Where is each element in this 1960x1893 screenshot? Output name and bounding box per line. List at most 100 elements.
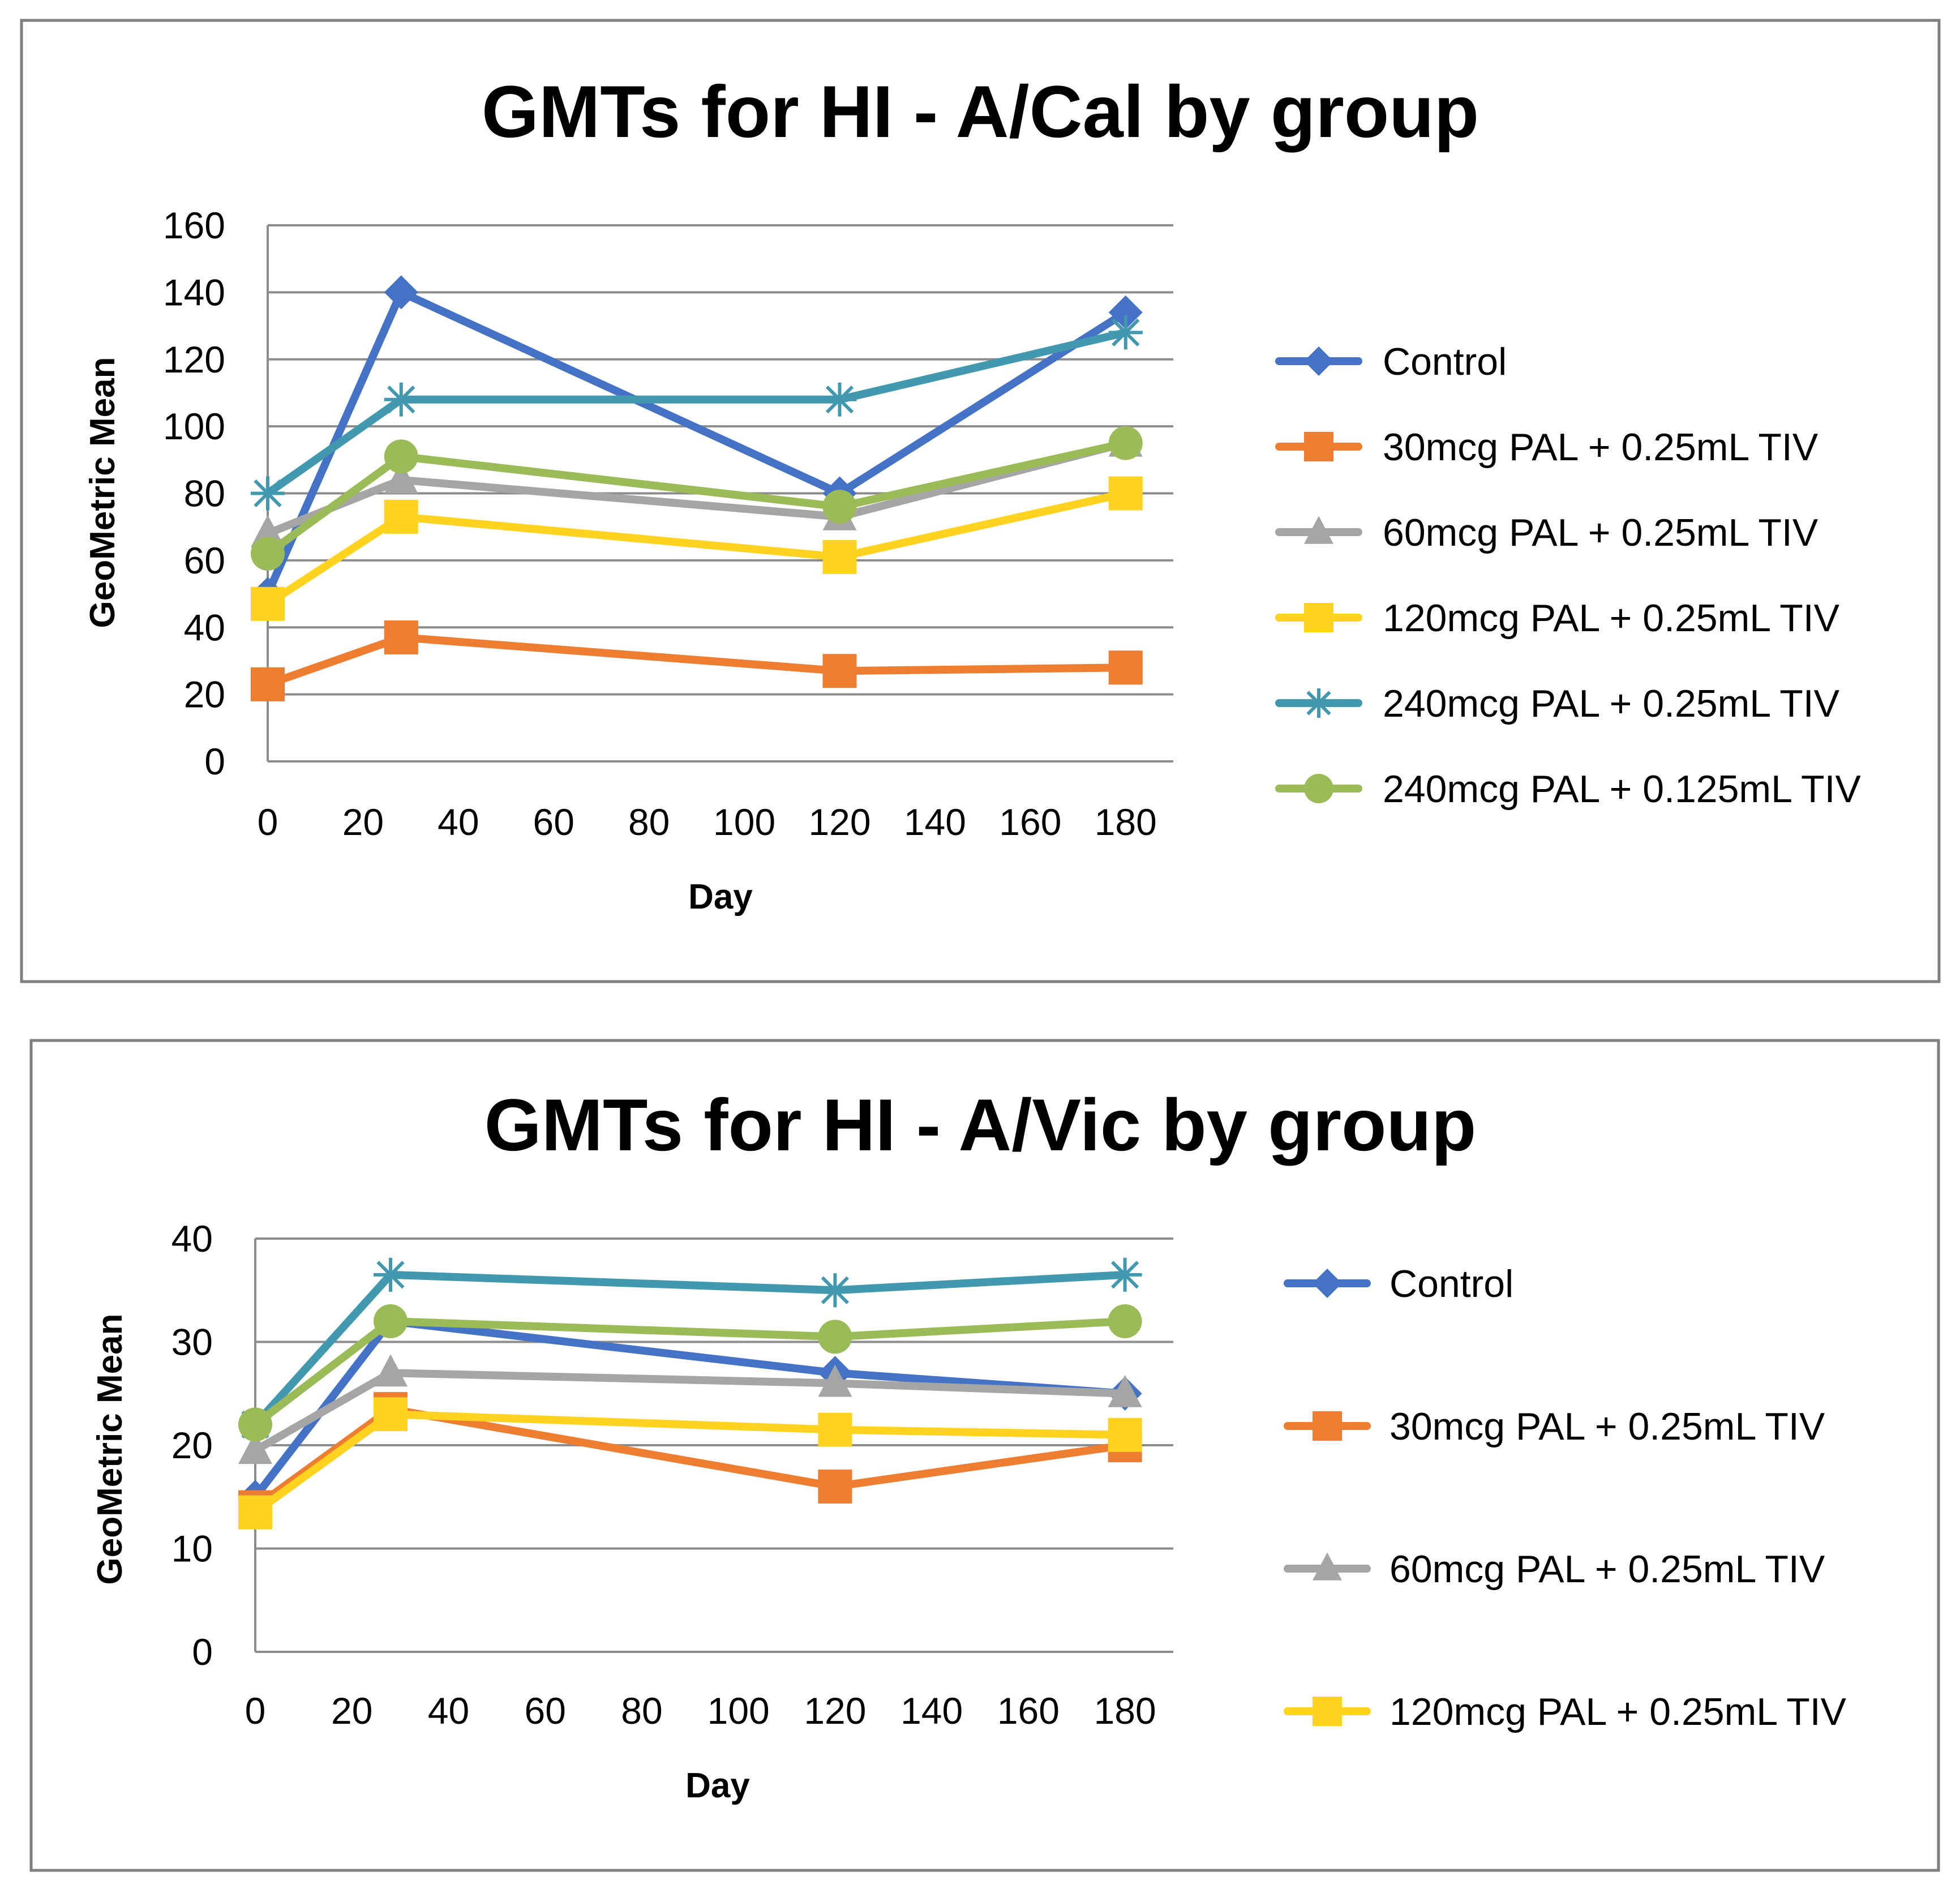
chart-2-frame <box>29 1039 1940 1872</box>
data-point <box>1108 315 1143 350</box>
series-line-6 <box>264 439 1130 558</box>
y-tick-label: 40 <box>171 1218 213 1260</box>
chart-title: GMTs for HI - A/Cal by group <box>482 70 1479 153</box>
x-tick-label: 100 <box>707 1690 770 1732</box>
data-point <box>251 586 285 621</box>
x-tick-label: 120 <box>808 801 870 843</box>
legend-label: 120mcg PAL + 0.25mL TIV <box>1383 597 1840 640</box>
x-tick-label: 160 <box>997 1690 1060 1732</box>
x-tick-label: 60 <box>524 1690 565 1732</box>
legend-label: Control <box>1389 1262 1513 1305</box>
chart-1: GMTs for HI - A/Cal by group 0 20 40 60 80 100… <box>83 70 1861 916</box>
x-tick-label: 100 <box>713 801 775 843</box>
data-point <box>384 275 418 310</box>
x-tick-label: 0 <box>258 801 278 843</box>
legend-marker <box>1304 432 1333 461</box>
y-tick-label: 100 <box>163 405 225 447</box>
y-tick-label: 20 <box>171 1424 213 1466</box>
y-tick-label: 20 <box>184 674 225 716</box>
data-point <box>1108 426 1143 460</box>
y-axis-label: GeoMetric Mean <box>91 1314 130 1585</box>
data-point <box>1108 1304 1142 1338</box>
data-point <box>374 1257 408 1292</box>
data-point <box>374 1304 408 1338</box>
legend-marker <box>1304 516 1333 544</box>
y-tick-label: 60 <box>184 539 225 581</box>
legend-label: 60mcg PAL + 0.25mL TIV <box>1389 1548 1825 1591</box>
data-point <box>1108 650 1143 685</box>
data-point <box>374 1354 408 1387</box>
legend-marker <box>1304 774 1333 803</box>
data-point <box>818 1364 852 1397</box>
x-tick-label: 140 <box>900 1690 963 1732</box>
series-line-2 <box>251 1405 1129 1511</box>
y-tick-label: 0 <box>204 740 225 782</box>
series-line-6 <box>251 1317 1129 1429</box>
series-line-4 <box>251 1410 1129 1517</box>
data-point <box>384 382 418 417</box>
x-tick-label: 80 <box>621 1690 662 1732</box>
legend-marker <box>1313 1552 1342 1581</box>
data-point <box>374 1397 408 1432</box>
data-point <box>384 461 418 494</box>
x-tick-label: 80 <box>628 801 670 843</box>
legend-marker <box>1313 1269 1342 1298</box>
x-tick-label: 60 <box>533 801 574 843</box>
y-tick-label: 30 <box>171 1321 213 1363</box>
y-tick-label: 120 <box>163 339 225 380</box>
y-tick-label: 0 <box>192 1631 213 1673</box>
x-axis-label: Day <box>685 1766 750 1805</box>
legend-label: 240mcg PAL + 0.125mL TIV <box>1383 768 1861 811</box>
data-point <box>818 1273 852 1308</box>
y-tick-label: 80 <box>184 473 225 515</box>
data-point <box>251 667 285 701</box>
legend-label: 30mcg PAL + 0.25mL TIV <box>1383 426 1819 469</box>
data-point <box>238 1495 272 1530</box>
data-point <box>1108 1374 1142 1407</box>
data-point <box>238 1407 272 1442</box>
chart-title: GMTs for HI - A/Vic by group <box>484 1083 1477 1166</box>
y-tick-label: 10 <box>171 1528 213 1570</box>
data-point <box>818 1470 852 1504</box>
y-axis-label: GeoMetric Mean <box>83 357 122 628</box>
y-tick-label: 140 <box>163 271 225 313</box>
data-point <box>822 382 857 417</box>
x-tick-label: 40 <box>438 801 479 843</box>
chart-2: GMTs for HI - A/Vic by group 0 10 20 30 40 0 20… <box>91 1083 1847 1805</box>
data-point <box>822 490 857 524</box>
data-point <box>822 654 857 688</box>
data-point <box>822 539 857 574</box>
y-tick-label: 40 <box>184 606 225 648</box>
series-line-5 <box>264 328 1130 498</box>
data-point <box>1108 295 1143 329</box>
x-tick-label: 120 <box>804 1690 866 1732</box>
data-point <box>251 537 285 571</box>
legend-label: 240mcg PAL + 0.25mL TIV <box>1383 682 1840 725</box>
legend-marker <box>1313 1697 1342 1726</box>
series-line-2 <box>264 633 1130 688</box>
x-tick-label: 180 <box>1094 1690 1156 1732</box>
x-tick-label: 40 <box>428 1690 469 1732</box>
y-tick-label: 160 <box>163 204 225 246</box>
legend-marker <box>1304 603 1333 632</box>
data-point <box>384 620 418 655</box>
legend-label: 60mcg PAL + 0.25mL TIV <box>1383 511 1819 554</box>
data-point <box>818 1412 852 1447</box>
data-point <box>384 439 418 474</box>
data-point <box>1108 1417 1142 1452</box>
data-point <box>384 499 418 534</box>
data-point <box>818 1320 852 1354</box>
legend-marker <box>1304 688 1333 718</box>
x-tick-label: 160 <box>999 801 1061 843</box>
data-point <box>251 476 285 511</box>
data-point <box>238 1432 272 1464</box>
series-line-5 <box>251 1270 1129 1429</box>
data-point <box>1108 1257 1142 1292</box>
x-tick-label: 20 <box>342 801 384 843</box>
x-tick-label: 20 <box>331 1690 372 1732</box>
legend-marker <box>1304 346 1333 376</box>
series-line-4 <box>264 489 1130 608</box>
legend-label: 120mcg PAL + 0.25mL TIV <box>1389 1690 1847 1733</box>
